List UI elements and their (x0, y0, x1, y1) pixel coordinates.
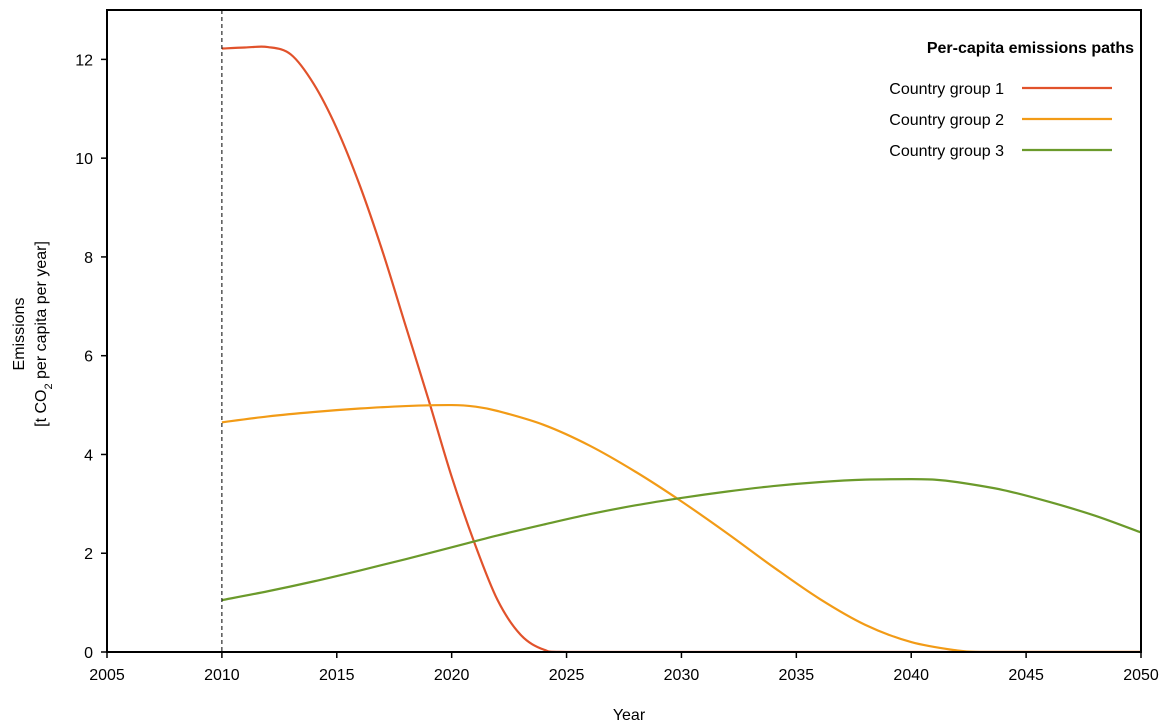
y-axis-title: Emissions [t CO2 per capita per year] (11, 241, 55, 427)
y-tick-label: 2 (84, 546, 93, 563)
x-tick-label: 2030 (664, 667, 700, 684)
plot-frame (106, 9, 1142, 653)
legend-title: Per-capita emissions paths (927, 40, 1134, 57)
legend-label-country-group-3: Country group 3 (889, 143, 1004, 160)
x-tick-label: 2045 (1008, 667, 1044, 684)
y-axis-title-line2: [t CO2 per capita per year] (33, 241, 55, 427)
y-axis-title-prefix: [t CO (33, 390, 50, 427)
y-tick-label: 10 (75, 151, 93, 168)
x-axis-title: Year (613, 707, 646, 724)
y-tick-label: 6 (84, 349, 93, 366)
x-tick-label: 2005 (89, 667, 125, 684)
series-line-country-group-3 (221, 478, 1141, 602)
y-axis-title-subscript: 2 (43, 383, 55, 389)
x-tick-label: 2020 (434, 667, 470, 684)
x-tick-label: 2010 (204, 667, 240, 684)
series-line-country-group-2 (221, 403, 1141, 652)
x-tick-label: 2015 (319, 667, 355, 684)
y-tick-label: 8 (84, 250, 93, 267)
y-axis-title-suffix: per capita per year] (33, 241, 50, 383)
legend-label-country-group-2: Country group 2 (889, 112, 1004, 129)
x-tick-label: 2035 (779, 667, 815, 684)
y-tick-label: 4 (84, 447, 93, 464)
x-tick-label: 2050 (1123, 667, 1159, 684)
legend-label-country-group-1: Country group 1 (889, 81, 1004, 98)
series-layer (221, 45, 1141, 652)
y-axis-ticks: 0 2 4 6 8 10 12 (75, 52, 107, 662)
y-axis-title-line1: Emissions (11, 298, 28, 371)
legend: Per-capita emissions paths Country group… (889, 40, 1134, 160)
y-tick-label: 0 (84, 645, 93, 662)
x-axis-ticks: 2005 2010 2015 2020 2025 2030 2035 2040 2045 2050 (89, 652, 1159, 684)
y-tick-label: 12 (75, 52, 93, 69)
x-tick-label: 2040 (893, 667, 929, 684)
x-tick-label: 2025 (549, 667, 585, 684)
series-line-country-group-1 (221, 45, 1141, 652)
